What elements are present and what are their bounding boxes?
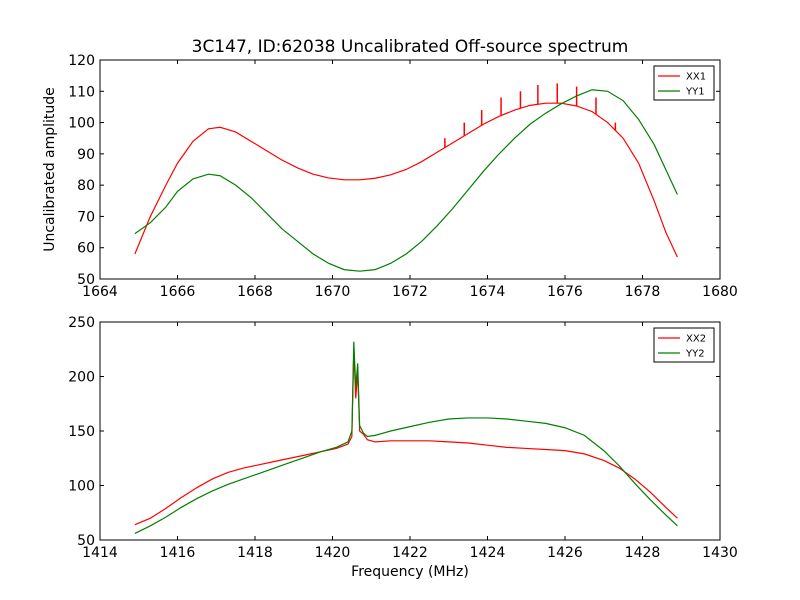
legend-label-yy1: YY1 <box>685 87 705 98</box>
x-tick-label: 1672 <box>392 284 428 300</box>
legend-label-yy2: YY2 <box>685 349 705 360</box>
x-tick-label: 1680 <box>702 284 738 300</box>
x-tick-label: 1670 <box>315 284 351 300</box>
x-tick-label: 1428 <box>625 545 661 561</box>
y-tick-label: 200 <box>68 370 95 386</box>
x-tick-label: 1422 <box>392 545 428 561</box>
y-tick-label: 120 <box>68 53 95 69</box>
x-tick-label: 1414 <box>82 545 118 561</box>
top-chart: 3C147, ID:62038 Uncalibrated Off-source … <box>42 37 738 300</box>
x-tick-label: 1420 <box>315 545 351 561</box>
y-tick-label: 250 <box>68 315 95 331</box>
legend-box <box>653 65 715 101</box>
y-tick-label: 80 <box>77 178 95 194</box>
series-line-xx2 <box>134 349 678 526</box>
plot-area-bottom: 1414 1416 1418 1420 1422 1424 1426 1428 1430 50 10… <box>68 315 738 561</box>
y-tick-label: 70 <box>77 209 95 225</box>
x-tick-label: 1674 <box>470 284 506 300</box>
y-tick-label: 100 <box>68 116 95 132</box>
x-tick-label: 1676 <box>547 284 583 300</box>
legend-label-xx2: XX2 <box>686 334 706 345</box>
x-tick-label: 1668 <box>237 284 273 300</box>
series-line-yy2 <box>134 341 678 534</box>
bottom-chart: Frequency (MHz) 1414 1416 1418 1420 1422 1424… <box>68 315 738 580</box>
x-tick-label: 1426 <box>547 545 583 561</box>
x-tick-label: 1666 <box>160 284 196 300</box>
x-tick-label: 1664 <box>82 284 118 300</box>
x-tick-label: 1430 <box>702 545 738 561</box>
x-axis-label: Frequency (MHz) <box>351 564 469 580</box>
plot-area-top: 1664 1666 1668 1670 1672 1674 1676 1678 1680 50 60… <box>68 53 738 300</box>
x-tick-label: 1424 <box>470 545 506 561</box>
x-tick-label: 1416 <box>160 545 196 561</box>
y-tick-label: 100 <box>68 479 95 495</box>
x-tick-label: 1678 <box>625 284 661 300</box>
y-tick-label: 90 <box>77 147 95 163</box>
x-tick-label: 1418 <box>237 545 273 561</box>
y-tick-label: 60 <box>77 241 95 257</box>
legend-box <box>653 327 715 363</box>
y-tick-label: 50 <box>77 533 95 549</box>
y-tick-label: 110 <box>68 84 95 100</box>
y-tick-label: 50 <box>77 272 95 288</box>
series-line-yy1 <box>134 89 678 272</box>
chart-title: 3C147, ID:62038 Uncalibrated Off-source … <box>192 37 629 57</box>
y-tick-label: 150 <box>68 424 95 440</box>
y-axis-label: Uncalibrated amplitude <box>42 87 58 252</box>
legend-label-xx1: XX1 <box>686 72 706 83</box>
series-line-xx1 <box>134 102 678 258</box>
